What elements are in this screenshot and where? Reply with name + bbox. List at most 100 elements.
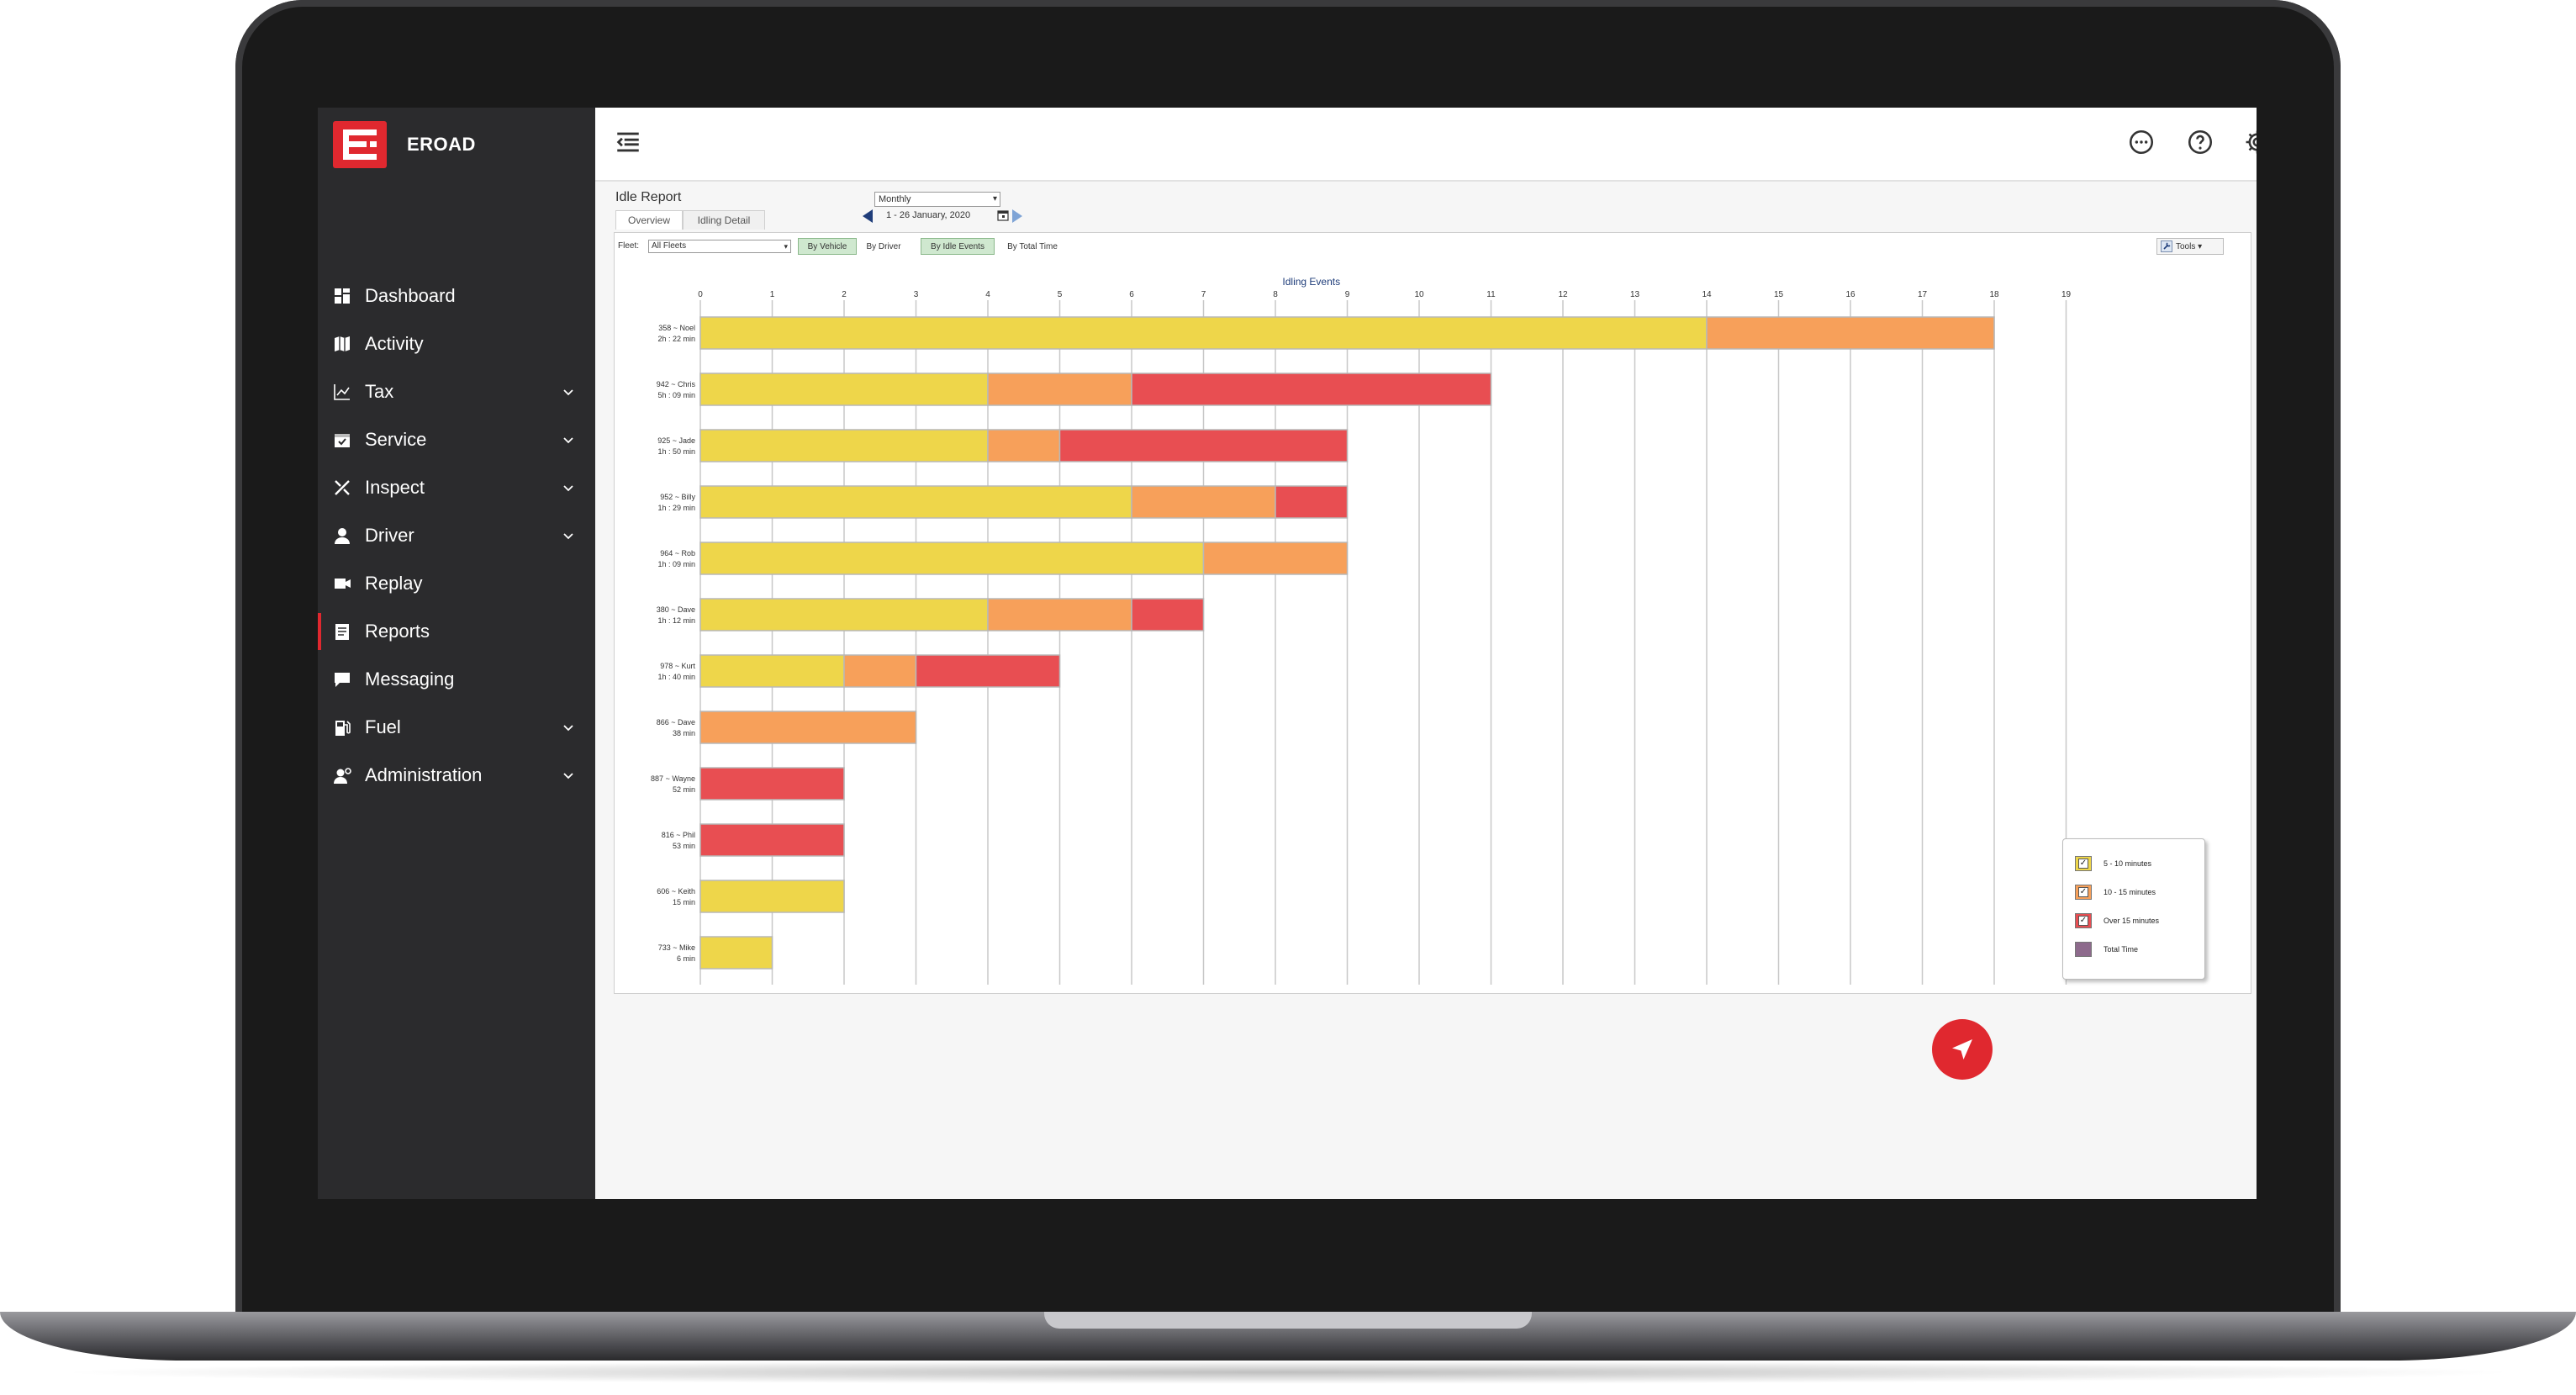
- legend-swatch: ✓: [2075, 913, 2092, 928]
- sidebar-item-driver[interactable]: Driver: [318, 517, 595, 554]
- chevron-down-icon[interactable]: [562, 721, 575, 734]
- next-period-icon[interactable]: [1012, 209, 1022, 223]
- bar[interactable]: [1275, 485, 1349, 519]
- checkbox-icon[interactable]: ✓: [2078, 916, 2088, 926]
- x-tick-label: 18: [1989, 290, 1999, 299]
- sidebar-item-label: Activity: [365, 333, 424, 354]
- x-tick-label: 12: [1558, 290, 1568, 299]
- y-tick-time-label: 1h : 40 min: [657, 673, 695, 681]
- chevron-down-icon[interactable]: [562, 433, 575, 447]
- x-tick-label: 11: [1486, 290, 1496, 299]
- bar[interactable]: [843, 654, 917, 688]
- bar[interactable]: [987, 429, 1061, 462]
- help-icon[interactable]: [2186, 128, 2214, 156]
- bar[interactable]: [1058, 429, 1349, 462]
- sidebar-item-label: Tax: [365, 381, 394, 402]
- x-tick-label: 15: [1774, 290, 1784, 299]
- report-panel: Fleet: All Fleets ▾ By Vehicle By Driver …: [614, 232, 2251, 994]
- sidebar-item-inspect[interactable]: Inspect: [318, 469, 595, 506]
- bar[interactable]: [699, 823, 845, 857]
- x-tick-label: 2: [842, 290, 847, 299]
- chevron-down-icon[interactable]: [562, 529, 575, 542]
- bar[interactable]: [915, 654, 1061, 688]
- x-tick-label: 13: [1630, 290, 1640, 299]
- x-tick-label: 14: [1702, 290, 1712, 299]
- bar[interactable]: [699, 429, 989, 462]
- brand[interactable]: EROAD: [333, 119, 476, 170]
- bar[interactable]: [699, 711, 917, 744]
- tools-label: Tools: [2176, 241, 2196, 251]
- sidebar-item-fuel[interactable]: Fuel: [318, 709, 595, 746]
- bar[interactable]: [699, 936, 773, 970]
- tab-idling-detail[interactable]: Idling Detail: [683, 210, 765, 230]
- sidebar-item-service[interactable]: Service: [318, 421, 595, 458]
- legend-swatch: [2075, 942, 2092, 957]
- bar[interactable]: [1131, 485, 1276, 519]
- y-tick-label: 866 ~ Dave: [657, 718, 695, 727]
- sidebar-item-administration[interactable]: Administration: [318, 757, 595, 794]
- checkbox-icon[interactable]: ✓: [2078, 887, 2088, 897]
- chevron-down-icon[interactable]: [562, 769, 575, 782]
- toggle-by-vehicle[interactable]: By Vehicle: [798, 238, 857, 255]
- checkbox-icon[interactable]: ✓: [2078, 859, 2088, 869]
- chat-bubble-icon[interactable]: [2127, 128, 2156, 156]
- main-content: Idle Report Overview Idling Detail Month…: [595, 182, 2257, 1199]
- sidebar-item-label: Fuel: [365, 716, 401, 737]
- legend-swatch: ✓: [2075, 856, 2092, 871]
- toggle-by-driver[interactable]: By Driver: [866, 241, 901, 251]
- toggle-by-idle-events[interactable]: By Idle Events: [921, 238, 995, 255]
- y-tick-label: 887 ~ Wayne: [651, 774, 695, 783]
- menu-collapse-icon[interactable]: [614, 128, 642, 156]
- bar[interactable]: [699, 485, 1132, 519]
- sidebar-item-dashboard[interactable]: Dashboard: [318, 277, 595, 314]
- x-tick-label: 8: [1273, 290, 1278, 299]
- bar[interactable]: [699, 880, 845, 913]
- bar[interactable]: [699, 316, 1708, 350]
- sidebar-item-tax[interactable]: Tax: [318, 373, 595, 410]
- chevron-down-icon[interactable]: [562, 481, 575, 494]
- chart-line-icon: [334, 384, 350, 400]
- chevron-down-icon: ▾: [992, 194, 997, 203]
- bar[interactable]: [699, 542, 1205, 575]
- laptop-notch: [1044, 1312, 1532, 1329]
- period-select[interactable]: Monthly ▾: [874, 192, 1000, 207]
- y-tick-time-label: 1h : 50 min: [657, 447, 695, 456]
- calendar-icon[interactable]: [997, 209, 1009, 221]
- legend-item[interactable]: ✓ 10 - 15 minutes: [2075, 883, 2156, 901]
- x-tick-label: 3: [914, 290, 919, 299]
- legend-label: 10 - 15 minutes: [2104, 888, 2156, 896]
- previous-period-icon[interactable]: [863, 209, 873, 223]
- bar[interactable]: [1131, 373, 1492, 406]
- chevron-down-icon: ▾: [784, 242, 788, 251]
- bar[interactable]: [987, 598, 1132, 631]
- tab-overview[interactable]: Overview: [615, 210, 683, 230]
- wrench-icon: [2161, 240, 2172, 252]
- legend-item[interactable]: ✓ 5 - 10 minutes: [2075, 854, 2151, 873]
- navigate-fab-button[interactable]: [1932, 1019, 1993, 1080]
- sidebar-item-reports[interactable]: Reports: [318, 613, 595, 650]
- sidebar-item-messaging[interactable]: Messaging: [318, 661, 595, 698]
- fleet-value: All Fleets: [652, 241, 687, 251]
- tools-button[interactable]: Tools ▾: [2156, 238, 2224, 255]
- bar[interactable]: [699, 598, 989, 631]
- bar[interactable]: [699, 654, 845, 688]
- settings-icon[interactable]: [2243, 128, 2257, 156]
- bar[interactable]: [1202, 542, 1349, 575]
- x-tick-label: 5: [1058, 290, 1063, 299]
- bar[interactable]: [1706, 316, 1995, 350]
- legend-item[interactable]: Total Time: [2075, 940, 2138, 959]
- calendar-check-icon: [335, 434, 350, 447]
- bar[interactable]: [699, 767, 845, 801]
- bar[interactable]: [1131, 598, 1205, 631]
- fuel-icon: [335, 721, 351, 736]
- fleet-select[interactable]: All Fleets ▾: [648, 240, 791, 253]
- bar[interactable]: [699, 373, 989, 406]
- legend-item[interactable]: ✓ Over 15 minutes: [2075, 912, 2159, 930]
- bar[interactable]: [987, 373, 1132, 406]
- toggle-by-total-time[interactable]: By Total Time: [1007, 241, 1058, 251]
- report-title: Idle Report: [615, 190, 682, 204]
- chat-icon: [335, 673, 350, 687]
- sidebar-item-replay[interactable]: Replay: [318, 565, 595, 602]
- sidebar-item-activity[interactable]: Activity: [318, 325, 595, 362]
- chevron-down-icon[interactable]: [562, 385, 575, 399]
